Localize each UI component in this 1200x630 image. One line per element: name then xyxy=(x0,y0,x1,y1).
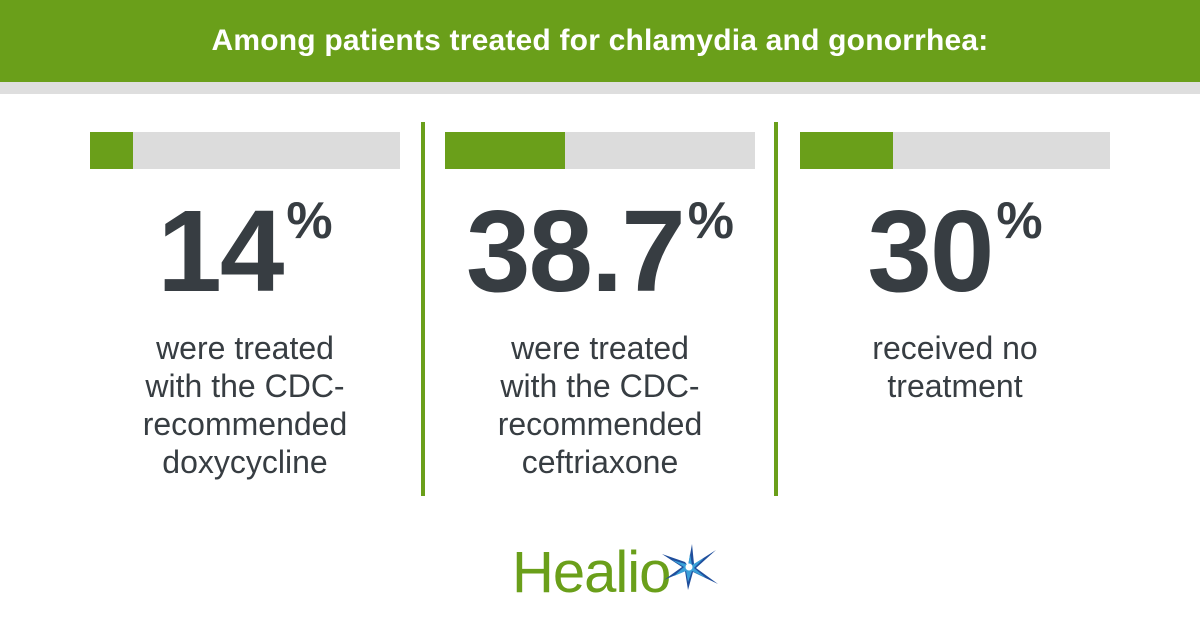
stat-number: 14 xyxy=(157,186,284,316)
progress-bar-track xyxy=(800,132,1110,169)
caption-line: with the CDC- xyxy=(500,368,700,404)
stat-value: 14 % xyxy=(90,191,400,311)
healio-star-icon xyxy=(662,544,718,590)
percent-sign: % xyxy=(687,192,735,250)
progress-bar-fill xyxy=(800,132,893,169)
caption-line: recommended xyxy=(497,406,703,442)
caption-line: were treated xyxy=(156,330,334,366)
progress-bar-fill xyxy=(90,132,133,169)
stat-no-treatment: 30 % received no treatment xyxy=(800,132,1110,405)
caption-line: with the CDC- xyxy=(145,368,345,404)
stat-value: 30 % xyxy=(800,191,1110,311)
page-title: Among patients treated for chlamydia and… xyxy=(211,24,989,57)
caption-line: received no xyxy=(872,330,1038,366)
progress-bar-track xyxy=(445,132,755,169)
stat-number: 38.7 xyxy=(465,186,686,316)
logo-wordmark: Healio xyxy=(512,540,671,605)
header-underline xyxy=(0,82,1200,94)
progress-bar-track xyxy=(90,132,400,169)
stat-ceftriaxone: 38.7 % were treated with the CDC- recomm… xyxy=(445,132,755,481)
stat-caption: received no treatment xyxy=(800,329,1110,405)
stat-caption: were treated with the CDC- recommended d… xyxy=(90,329,400,481)
stat-doxycycline: 14 % were treated with the CDC- recommen… xyxy=(90,132,400,481)
header-banner: Among patients treated for chlamydia and… xyxy=(0,0,1200,82)
caption-line: were treated xyxy=(511,330,689,366)
stat-number: 30 xyxy=(867,186,994,316)
caption-line: doxycycline xyxy=(162,444,328,480)
stat-value: 38.7 % xyxy=(445,191,755,311)
progress-bar-fill xyxy=(445,132,565,169)
percent-sign: % xyxy=(286,192,333,250)
column-divider xyxy=(421,122,425,496)
stat-caption: were treated with the CDC- recommended c… xyxy=(445,329,755,481)
caption-line: treatment xyxy=(887,368,1023,404)
caption-line: ceftriaxone xyxy=(521,444,679,480)
caption-line: recommended xyxy=(142,406,348,442)
healio-logo: Healio xyxy=(512,540,722,610)
column-divider xyxy=(774,122,778,496)
percent-sign: % xyxy=(996,192,1043,250)
